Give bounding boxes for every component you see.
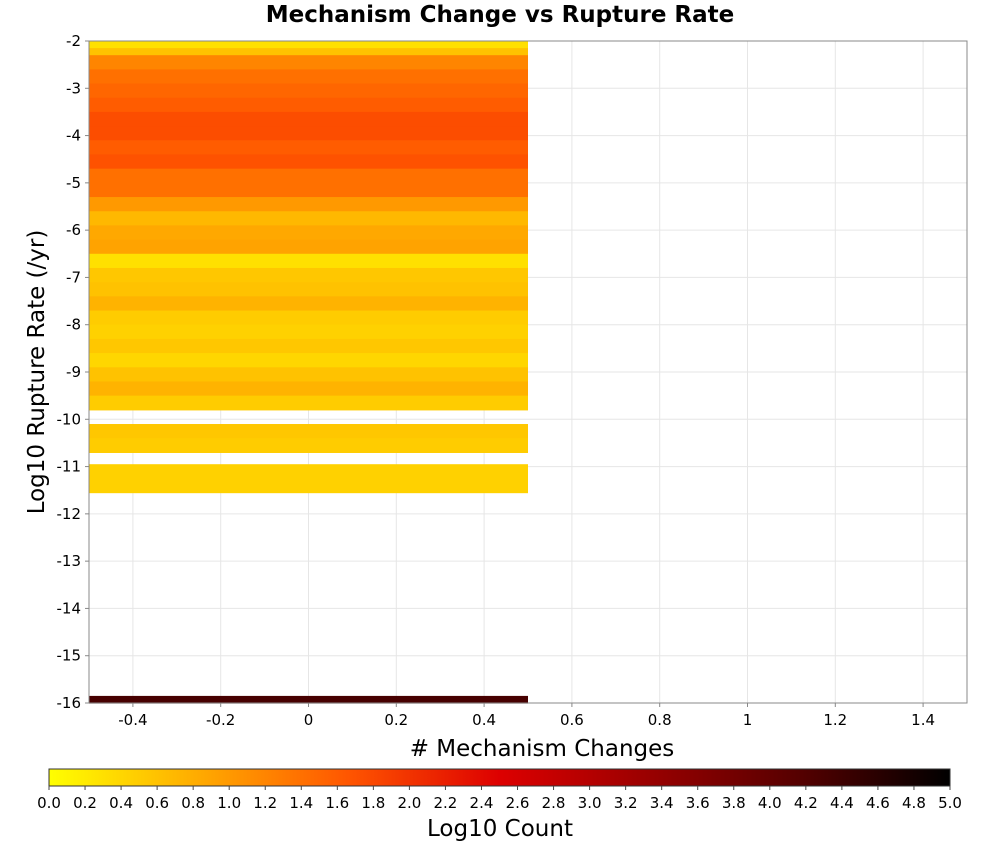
x-tick-label: 1.4 (911, 711, 935, 729)
colorbar-tick-label: 1.2 (253, 794, 277, 812)
y-tick-label: -11 (57, 458, 82, 476)
heatmap-cell (89, 197, 528, 212)
colorbar-tick-label: 0.0 (37, 794, 61, 812)
heatmap-cell (89, 41, 528, 49)
x-tick-label: 1 (743, 711, 753, 729)
heatmap-cell (89, 126, 528, 141)
heatmap-cell (89, 69, 528, 85)
heatmap-cell (89, 367, 528, 383)
colorbar-tick-label: 2.0 (397, 794, 421, 812)
heatmap-cell (89, 48, 528, 56)
heatmap-cell (89, 239, 528, 255)
colorbar-tick-label: 0.8 (181, 794, 205, 812)
colorbar-tick-label: 1.8 (361, 794, 385, 812)
colorbar-tick-label: 2.2 (434, 794, 458, 812)
colorbar-tick-label: 2.4 (470, 794, 494, 812)
heatmap-cell (89, 478, 528, 494)
x-tick-label: 0.4 (472, 711, 496, 729)
x-axis-label: # Mechanism Changes (410, 736, 675, 762)
heatmap-cell (89, 282, 528, 297)
colorbar-tick-label: 4.8 (902, 794, 926, 812)
heatmap-cell (89, 140, 528, 156)
heatmap-cell (89, 324, 528, 340)
heatmap-cell (89, 296, 528, 312)
heatmap-cell (89, 695, 528, 704)
x-tick-label: -0.4 (118, 711, 147, 729)
heatmap-cell (89, 424, 528, 439)
y-tick-label: -12 (57, 505, 82, 523)
colorbar-label: Log10 Count (427, 816, 573, 842)
heatmap-cell (89, 55, 528, 70)
y-tick-label: -15 (57, 647, 82, 665)
y-tick-label: -9 (66, 363, 81, 381)
colorbar-tick-label: 3.8 (722, 794, 746, 812)
heatmap-cell (89, 182, 528, 198)
y-axis-ticks: -2 -3 -4 -5 -6 -7 -8 -9 -10 -11 -12 -13 -14 -15 -16 (57, 32, 89, 712)
colorbar-tick-label: 3.6 (686, 794, 710, 812)
x-axis-ticks: -0.4 -0.2 0 0.2 0.4 0.6 0.8 1 1.2 1.4 (118, 703, 935, 729)
x-tick-label: 0.2 (384, 711, 408, 729)
heatmap-cell (89, 395, 528, 411)
colorbar (48, 768, 951, 787)
colorbar-tick-label: 4.0 (758, 794, 782, 812)
heatmap-cell (89, 438, 528, 453)
colorbar-tick-label: 0.4 (109, 794, 133, 812)
colorbar-tick-label: 1.6 (325, 794, 349, 812)
y-tick-label: -3 (66, 79, 81, 97)
colorbar-tick-label: 0.2 (73, 794, 97, 812)
y-tick-label: -8 (66, 316, 81, 334)
heatmap-cell (89, 168, 528, 184)
y-tick-label: -13 (57, 552, 82, 570)
colorbar-tick-label: 3.4 (650, 794, 674, 812)
y-tick-label: -7 (66, 268, 81, 286)
colorbar-tick-label: 3.2 (614, 794, 638, 812)
heatmap-cell (89, 353, 528, 368)
y-tick-label: -5 (66, 174, 81, 192)
heatmap-cell (89, 154, 528, 170)
colorbar-tick-label: 4.2 (794, 794, 818, 812)
heatmap-cell (89, 338, 528, 354)
y-tick-label: -14 (57, 599, 82, 617)
heatmap-cell (89, 211, 528, 227)
heatmap-cell (89, 97, 528, 113)
y-tick-label: -2 (66, 32, 81, 50)
y-tick-label: -16 (57, 694, 82, 712)
colorbar-tick-label: 0.6 (145, 794, 169, 812)
y-tick-label: -4 (66, 127, 81, 145)
x-tick-label: -0.2 (206, 711, 235, 729)
x-tick-label: 0.8 (648, 711, 672, 729)
y-tick-label: -6 (66, 221, 81, 239)
heatmap-cell (89, 225, 528, 241)
colorbar-tick-label: 4.4 (830, 794, 854, 812)
heatmap-cell (89, 464, 528, 479)
heatmap-cell (89, 253, 528, 269)
chart-title: Mechanism Change vs Rupture Rate (266, 2, 735, 28)
x-tick-label: 1.2 (823, 711, 847, 729)
heatmap-cell (89, 310, 528, 326)
colorbar-tick-label: 3.0 (578, 794, 602, 812)
y-tick-label: -10 (57, 410, 82, 428)
colorbar-tick-label: 1.4 (289, 794, 313, 812)
colorbar-ticks: 0.0 0.2 0.4 0.6 0.8 1.0 1.2 1.4 1.6 1.8 2.0 2.2 2.4 2… (37, 786, 962, 812)
heatmap-cell (89, 111, 528, 127)
heatmap-cell (89, 381, 528, 397)
x-tick-label: 0 (304, 711, 314, 729)
heatmap-cell (89, 83, 528, 99)
colorbar-tick-label: 5.0 (938, 794, 962, 812)
y-axis-label: Log10 Rupture Rate (/yr) (24, 230, 50, 515)
colorbar-tick-label: 2.8 (542, 794, 566, 812)
heatmap-cells (89, 41, 528, 704)
colorbar-tick-label: 1.0 (217, 794, 241, 812)
x-tick-label: 0.6 (560, 711, 584, 729)
colorbar-tick-label: 2.6 (506, 794, 530, 812)
heatmap-cell (89, 267, 528, 283)
colorbar-tick-label: 4.6 (866, 794, 890, 812)
